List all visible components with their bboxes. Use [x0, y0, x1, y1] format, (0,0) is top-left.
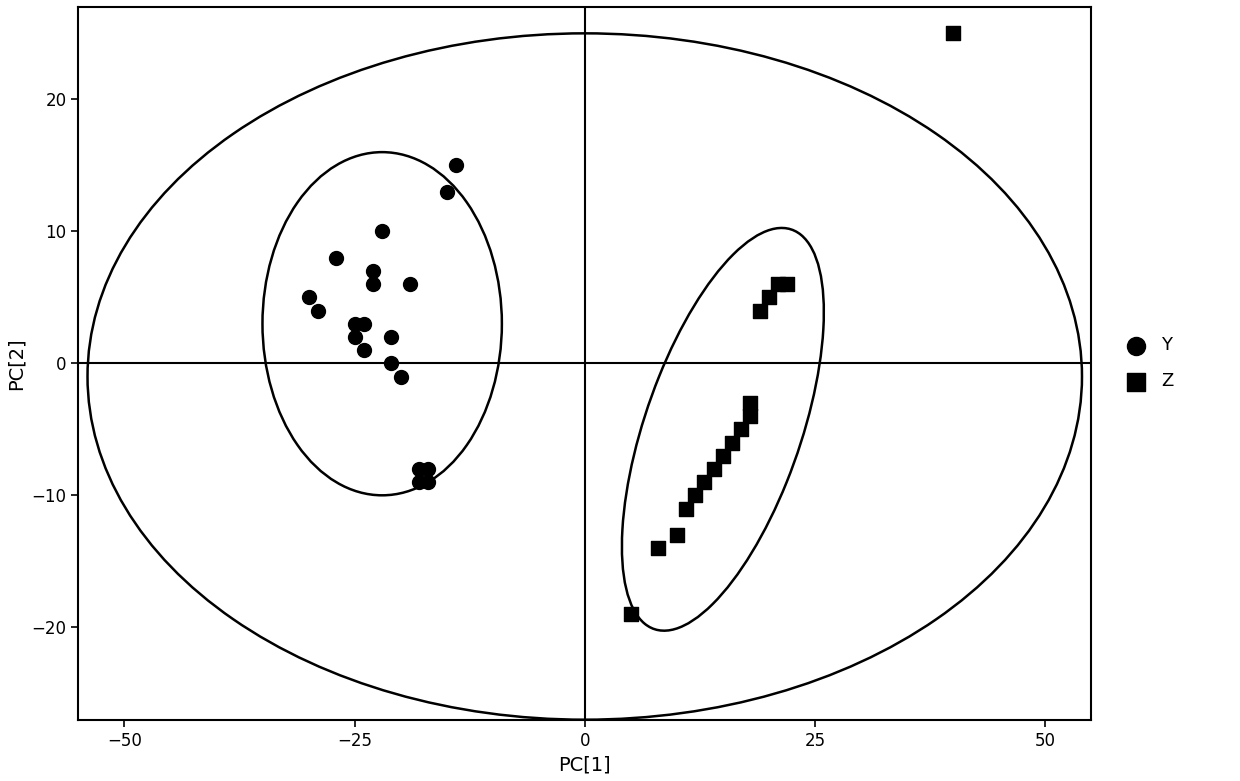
Y: [345, 330, 365, 343]
Y-axis label: PC[2]: PC[2]: [7, 337, 26, 390]
Z: [769, 278, 789, 291]
Y: [353, 317, 373, 330]
Y: [446, 159, 466, 172]
Y: [363, 265, 383, 277]
Z: [686, 489, 706, 501]
Y: [353, 344, 373, 356]
Legend: Y, Z: Y, Z: [1110, 329, 1180, 398]
Y: [409, 476, 429, 488]
Z: [944, 27, 963, 40]
Z: [621, 608, 641, 620]
Y: [308, 305, 327, 317]
Y: [382, 330, 402, 343]
Y: [399, 278, 419, 291]
Y: [436, 185, 456, 198]
Z: [704, 462, 724, 475]
Z: [732, 423, 751, 436]
Y: [418, 476, 438, 488]
Y: [326, 251, 346, 264]
Y: [372, 225, 392, 237]
Y: [382, 357, 402, 369]
Z: [667, 529, 687, 541]
Y: [299, 291, 319, 304]
Z: [722, 437, 742, 449]
Y: [345, 317, 365, 330]
Z: [750, 305, 770, 317]
Z: [777, 278, 797, 291]
Z: [759, 291, 779, 304]
X-axis label: PC[1]: PC[1]: [558, 755, 611, 774]
Z: [694, 476, 714, 488]
Z: [740, 410, 760, 423]
Y: [418, 462, 438, 475]
Z: [676, 502, 696, 515]
Z: [649, 542, 668, 555]
Y: [363, 278, 383, 291]
Z: [713, 449, 733, 462]
Y: [391, 370, 410, 383]
Z: [740, 397, 760, 409]
Y: [409, 462, 429, 475]
